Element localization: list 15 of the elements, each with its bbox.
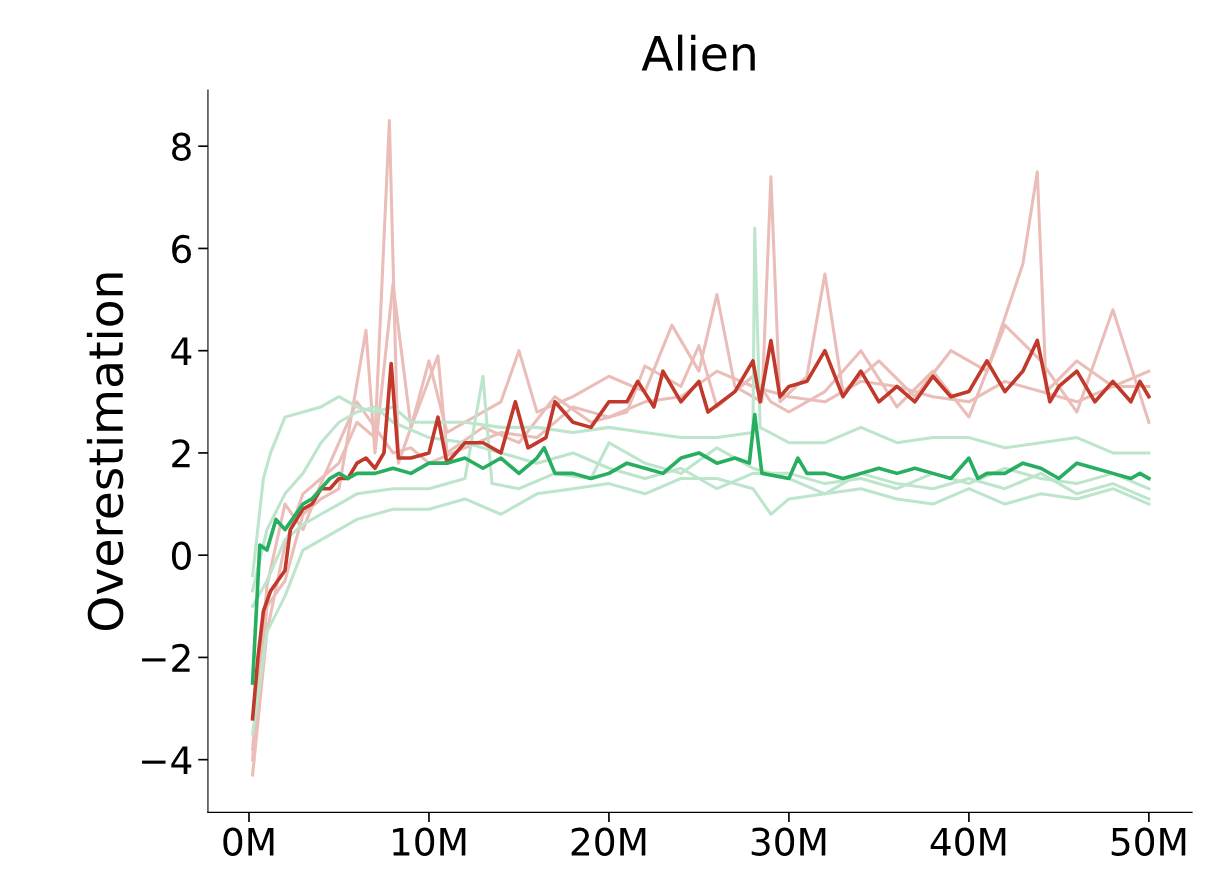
- x-tick-label: 10M: [393, 827, 466, 856]
- x-tick-label: 20M: [571, 827, 646, 856]
- x-tick-label: 50M: [1111, 827, 1186, 856]
- y-tick-label: 2: [172, 439, 190, 468]
- y-tick-label: 6: [172, 234, 191, 264]
- chart-title: Alien: [641, 34, 755, 72]
- y-tick-label: 8: [172, 132, 191, 161]
- y-tick-label: −4: [142, 746, 192, 774]
- y-tick-label: 0: [171, 541, 191, 570]
- x-tick-label: 40M: [930, 827, 1006, 856]
- x-tick-label: 0M: [223, 827, 274, 856]
- y-tick-label: −2: [142, 643, 190, 672]
- x-tick-label: 30M: [751, 827, 826, 856]
- y-tick-label: 4: [171, 337, 192, 365]
- y-axis-title: Overestimation: [86, 273, 124, 631]
